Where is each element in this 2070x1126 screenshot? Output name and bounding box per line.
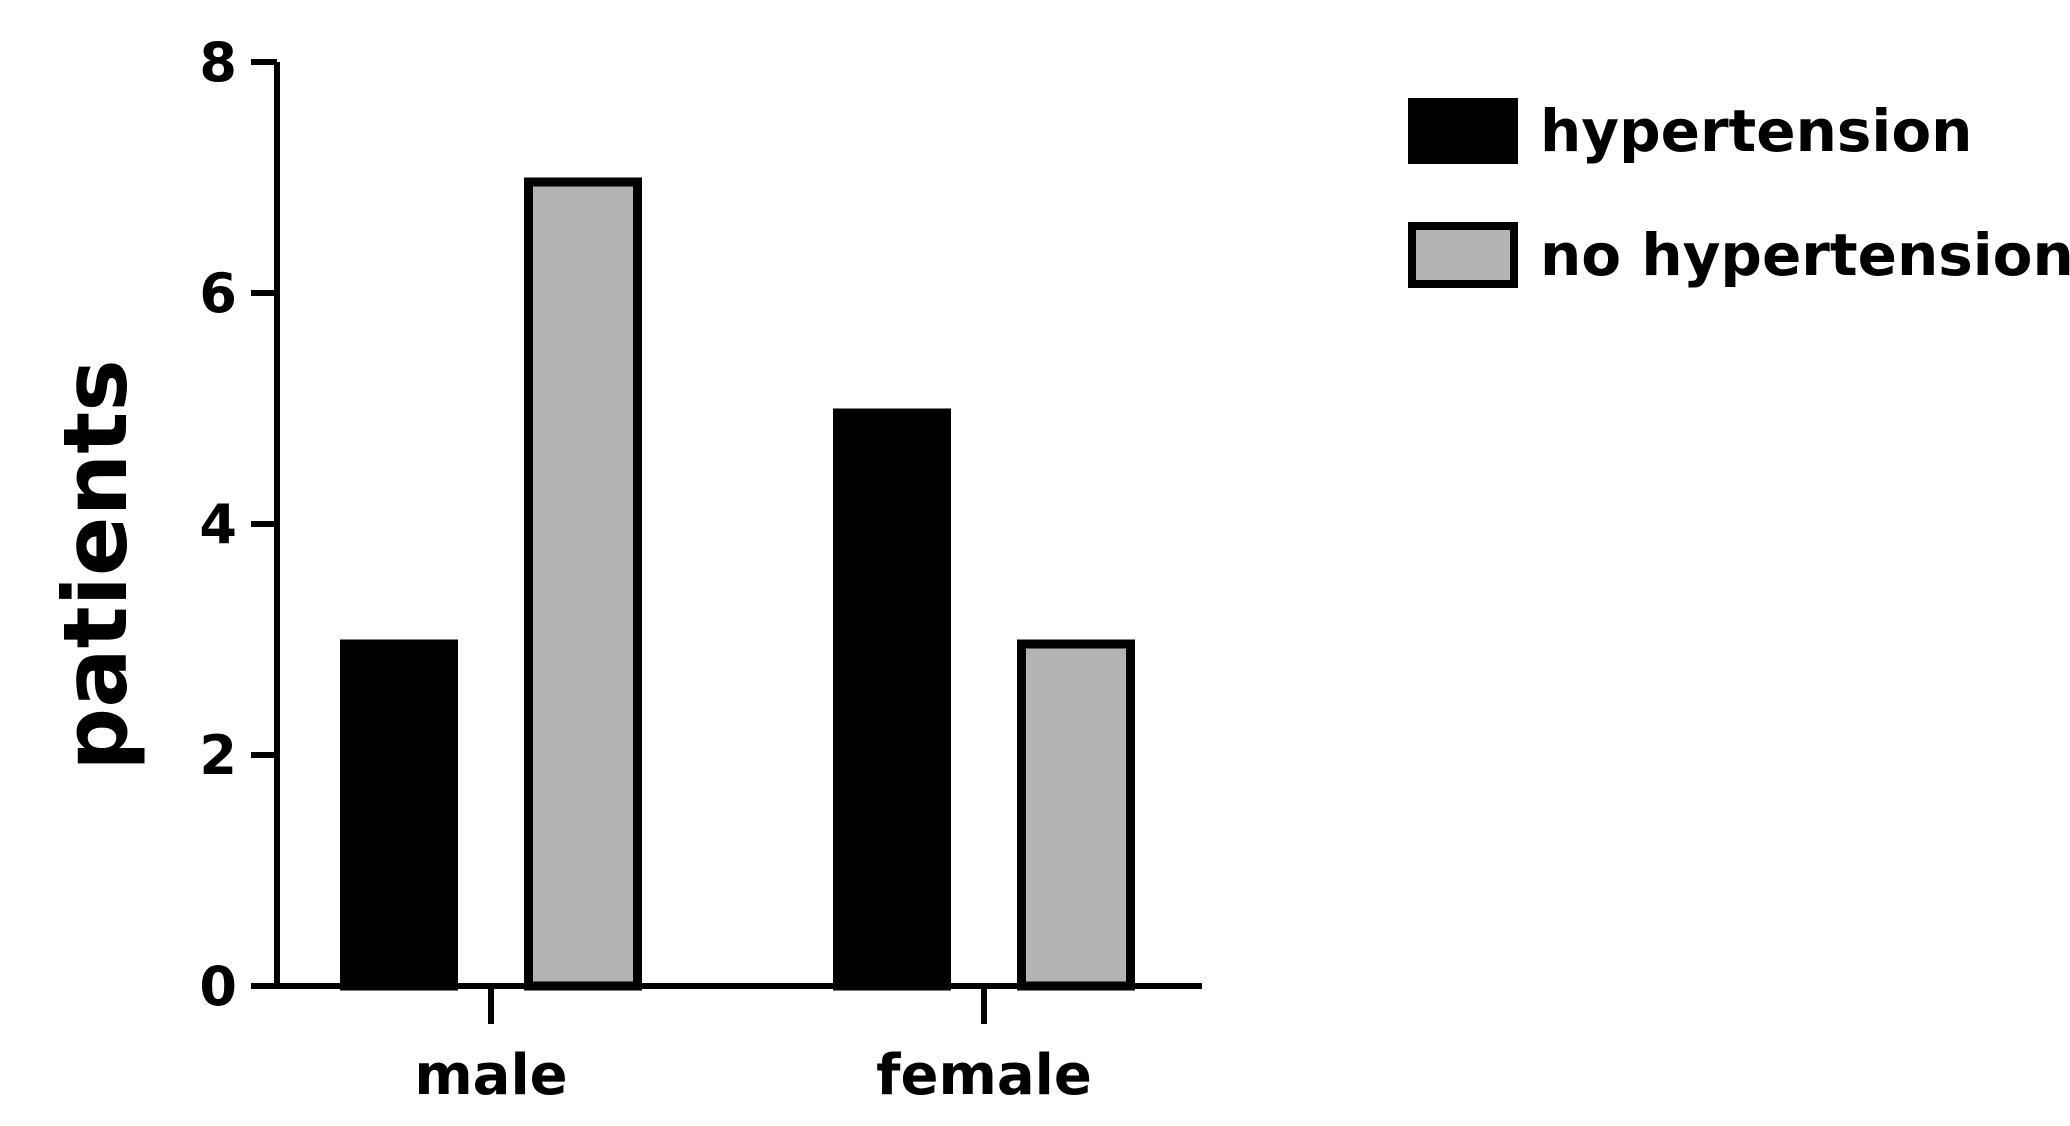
legend-label: no hypertension: [1540, 221, 2070, 289]
y-tick-label: 6: [199, 262, 237, 325]
bars: [340, 177, 1135, 991]
legend-swatch: [1408, 98, 1518, 164]
bar-male-no-hypertension: [524, 177, 642, 991]
legend-swatch: [1408, 222, 1518, 288]
y-ticks: 0 2 4 6 8: [199, 31, 277, 1018]
x-category-label: female: [876, 1043, 1092, 1108]
bar-female-no-hypertension: [1017, 639, 1135, 991]
y-tick-label: 4: [199, 493, 237, 556]
x-category-label: male: [414, 1043, 567, 1108]
legend: hypertension no hypertension: [1408, 97, 2070, 289]
y-axis-title: patients: [44, 359, 147, 770]
y-tick-label: 2: [199, 724, 237, 787]
bar-female-hypertension: [833, 408, 951, 991]
x-categories: male female: [414, 986, 1092, 1108]
y-tick-label: 0: [199, 955, 237, 1018]
bar-male-hypertension: [340, 639, 458, 991]
y-tick-label: 8: [199, 31, 237, 94]
legend-label: hypertension: [1540, 97, 1972, 165]
